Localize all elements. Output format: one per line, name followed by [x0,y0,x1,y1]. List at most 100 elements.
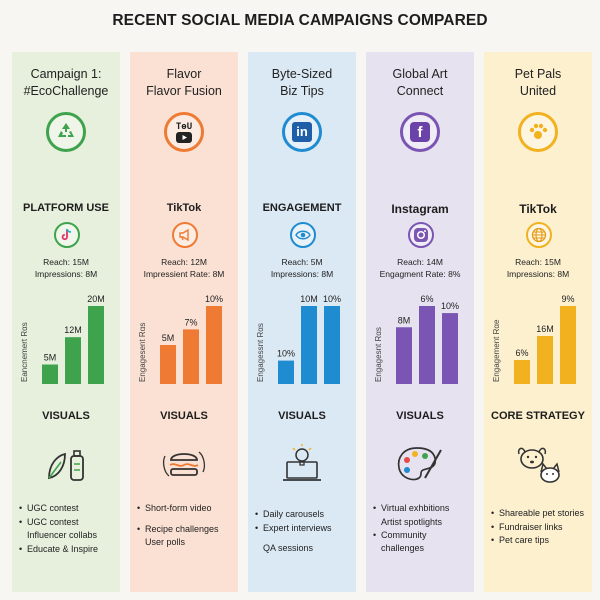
campaign-column-ecochallenge: Campaign 1: #EcoChallenge PLATFORM USE R… [12,52,120,592]
bar [88,306,104,384]
bullet-item: Community challenges [372,529,472,554]
bullet-item: Educate & Inspire [18,543,118,556]
bar [396,327,412,384]
campaign-title: Pet Pals United [484,66,592,100]
bar [42,364,58,384]
bullet-item: UGC contest [18,516,118,529]
campaign-title-line1: Global Art [392,67,448,81]
bar-label: 10% [441,301,459,311]
campaign-column-flavor-fusion: Flavor Flavor Fusion TѳU TikTok Reach: 1… [130,52,238,592]
bar-label: 10M [300,294,318,304]
bullet-list: Daily carouselsExpert interviews QA sessi… [254,508,354,556]
stat-reach: Reach: 12M [161,257,207,267]
bullet-item: QA sessions [263,543,314,553]
stat-reach: Reach: 5M [281,257,323,267]
laptop-bulb-icon [283,444,321,481]
bullet-item: Short-form video [136,502,236,515]
campaign-title-line1: Byte-Sized [271,67,333,81]
bar-label: 7% [184,317,197,327]
page-title: RECENT SOCIAL MEDIA CAMPAIGNS COMPARED [112,12,488,29]
bullet-item: Shareable pet stories [490,507,590,520]
campaign-title-line2: Biz Tips [280,84,324,98]
bar-label: 6% [515,348,528,358]
section-engagement: ENGAGEMENT [262,202,342,214]
campaign-title: Byte-Sized Biz Tips [248,66,356,100]
stat-impressions: Impressions: 8M [506,269,570,279]
bar [537,336,553,384]
bar [419,306,435,384]
bar-label: 8M [398,315,411,325]
section-platform-use: PLATFORM USE [23,202,109,214]
section-platform: TikTok [519,202,557,216]
instagram-icon [408,222,434,248]
youtube-icon: TѳU [164,112,204,152]
bar [65,337,81,384]
campaign-title: Flavor Flavor Fusion [130,66,238,100]
bar [278,360,294,384]
y-axis-label: Engagement Rαe [492,319,501,382]
paw-icon [518,112,558,152]
campaign-column-pet-pals-united: Pet Pals United TikTok Reach: 15M Impres… [484,52,592,592]
section-platform: Instagram [391,202,449,216]
campaign-column-byte-sized-biz-tips: Byte-Sized Biz Tips in ENGAGEMENT Reach:… [248,52,356,592]
stat-reach: Reach: 15M [515,257,561,267]
bar-label: 20M [87,294,105,304]
eye-icon [290,222,316,248]
stat-impressions: Impressions: 8M [270,269,334,279]
bar-chart: Eancnemert Rαs 5M 12M 20M [20,294,105,384]
stat-engagement-rate: Engagment Rate: 8% [379,269,461,279]
bar [560,306,576,384]
stat-impressions: Impressions: 8M [34,269,98,279]
leaf-bottle-icon [48,450,84,481]
tiktok-icon [54,222,80,248]
bullet-item: Pet care tips [490,534,590,547]
bar-label: 10% [323,294,341,304]
bar-label: 10% [205,294,223,304]
campaign-title: Campaign 1: #EcoChallenge [12,66,120,100]
bar-chart: Engagesent Rαs 5M 7% 10% [138,294,223,384]
campaign-title-line2: Flavor Fusion [146,84,222,98]
bar-label: 10% [277,349,295,359]
bullet-item: Recipe challenges [136,523,236,536]
bar-chart: Engagesnt Rαs 8M 6% 10% [374,294,459,384]
y-axis-label: Engagesnt Rαs [374,327,383,382]
burger-icon [162,451,206,477]
bar [183,329,199,384]
bar-label: 16M [536,324,554,334]
recycle-icon [46,112,86,152]
bar-label: 6% [420,294,433,304]
bar [206,306,222,384]
campaign-title-line1: Pet Pals [514,67,562,81]
section-visuals: VISUALS [42,410,90,422]
youtube-icon-label: TѳU [175,121,193,132]
campaign-title-line2: United [519,84,557,98]
bar-label: 5M [44,353,57,363]
bar [514,360,530,384]
campaign-title-line2: #EcoChallenge [23,84,109,98]
linkedin-icon: in [282,112,322,152]
campaign-title-line1: Campaign 1: [30,67,102,81]
campaign-title-line2: Connect [396,84,444,98]
bar-label: 12M [64,325,82,335]
facebook-icon-label: f [410,122,430,142]
campaign-title: Global Art Connect [366,66,474,100]
bar [442,313,458,384]
facebook-icon: f [400,112,440,152]
stat-impressions: Impressient Rate: 8M [143,269,225,279]
campaign-column-global-art-connect: Global Art Connect f Instagram Reach: 14… [366,52,474,592]
y-axis-label: Engagessnt Rαs [256,323,265,382]
bar-chart: Engagement Rαe 6% 16M 9% [492,294,576,384]
palette-icon [397,447,442,481]
bullet-item: Fundraiser links [490,521,590,534]
stat-reach: Reach: 15M [43,257,89,267]
bar [160,345,176,384]
bullet-item: Influencer collabs [27,530,98,540]
bullet-item: Artist spotlights [381,516,443,527]
section-platform: TikTok [166,202,202,214]
bullet-item: Expert interviews [254,522,354,535]
bar [301,306,317,384]
stat-reach: Reach: 14M [397,257,443,267]
megaphone-icon [172,222,198,248]
